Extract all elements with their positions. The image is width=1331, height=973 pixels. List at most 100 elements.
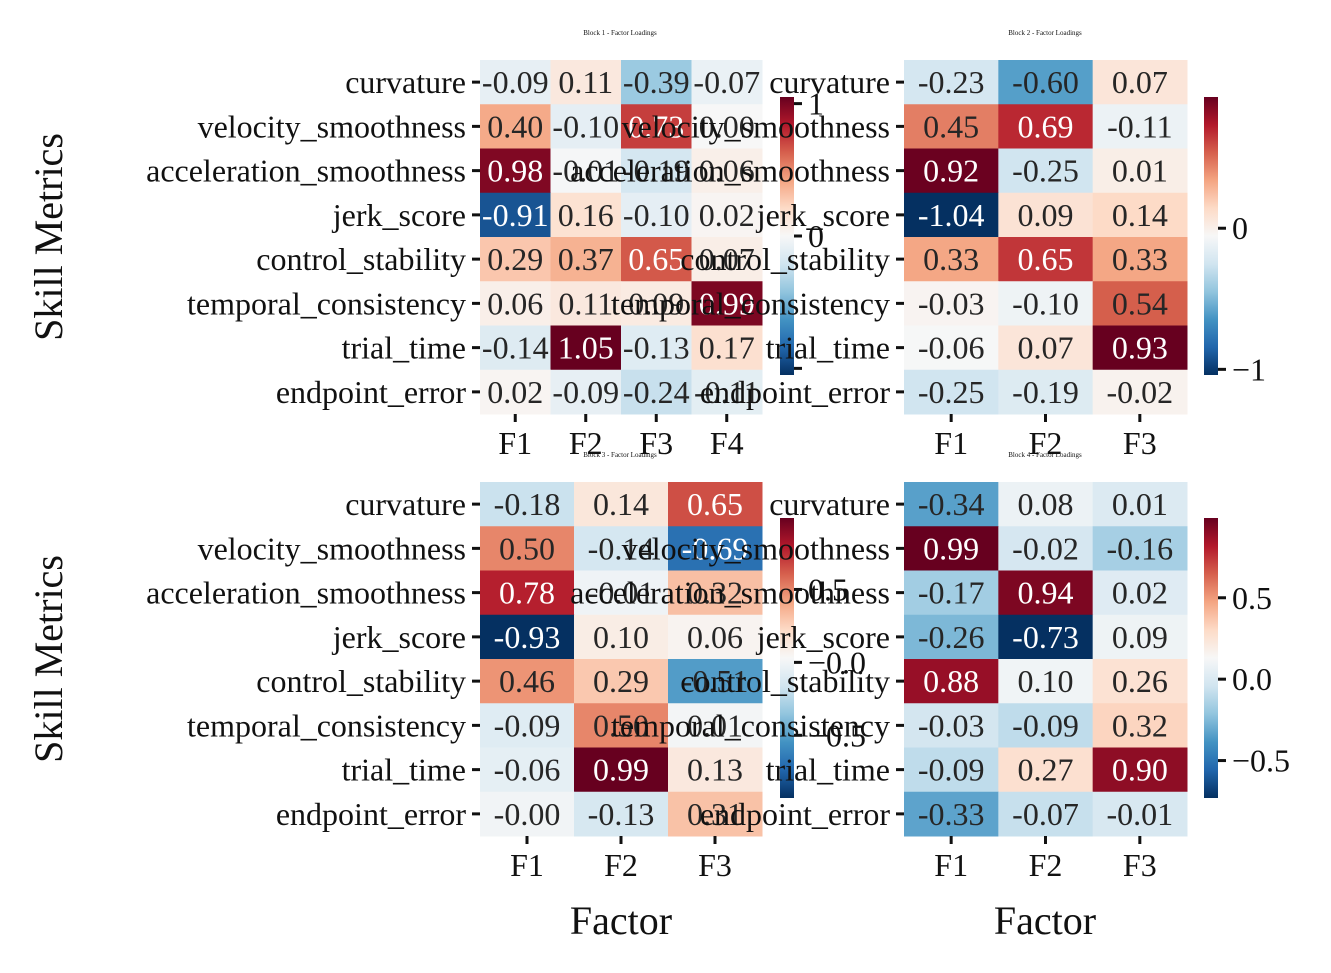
row-label: endpoint_error bbox=[276, 796, 467, 832]
row-label: temporal_consistency bbox=[187, 707, 466, 743]
cell-value-label: -1.04 bbox=[918, 197, 985, 233]
heatmap-cell bbox=[480, 747, 575, 793]
heatmap-cell bbox=[480, 791, 575, 837]
cell-value-label: -0.93 bbox=[494, 619, 561, 655]
row-label: trial_time bbox=[766, 752, 890, 788]
row-label: control_stability bbox=[680, 241, 890, 277]
cell-value-label: 0.14 bbox=[593, 486, 649, 522]
heatmap-cell bbox=[574, 703, 669, 748]
cell-value-label: 0.02 bbox=[699, 197, 755, 233]
cell-value-label: -0.17 bbox=[918, 575, 985, 611]
cell-value-label: 0.01 bbox=[687, 707, 743, 743]
heatmap-cell bbox=[480, 570, 575, 616]
heatmap-cell bbox=[998, 482, 1094, 527]
colorbar-tick-label: −0.5 bbox=[808, 717, 866, 753]
heatmap-cell bbox=[480, 237, 551, 282]
cell-value-label: -0.13 bbox=[623, 330, 690, 366]
cell-value-label: -0.09 bbox=[552, 374, 619, 410]
cell-value-label: 0.27 bbox=[1018, 752, 1074, 788]
heatmap-cell bbox=[480, 281, 551, 326]
heatmap-cell bbox=[998, 192, 1094, 238]
cell-value-label: 0.32 bbox=[1112, 707, 1168, 743]
colorbar-tick-label: 0.5 bbox=[1232, 580, 1272, 616]
heatmap-cell bbox=[904, 281, 999, 326]
heatmap-cell bbox=[574, 614, 669, 660]
heatmap-cell bbox=[668, 482, 763, 527]
cell-value-label: 0.14 bbox=[1112, 197, 1168, 233]
row-label: acceleration_smoothness bbox=[570, 575, 890, 611]
cell-value-label: -0.13 bbox=[588, 796, 655, 832]
colorbar-tick-label: −0.5 bbox=[1232, 743, 1290, 779]
cell-value-label: -0.11 bbox=[1107, 108, 1172, 144]
heatmap-cell bbox=[1092, 148, 1188, 194]
cell-value-label: -0.14 bbox=[482, 330, 549, 366]
cell-value-label: -0.69 bbox=[682, 530, 749, 566]
heatmap-cell bbox=[480, 703, 575, 748]
heatmap-cell bbox=[691, 104, 763, 149]
cell-value-label: 0.26 bbox=[1112, 663, 1168, 699]
heatmap-cell bbox=[1092, 747, 1188, 793]
cell-value-label: -0.19 bbox=[623, 153, 690, 189]
cell-value-label: 0.88 bbox=[923, 663, 979, 699]
heatmap-cell bbox=[480, 192, 551, 238]
cell-value-label: 0.07 bbox=[1018, 330, 1074, 366]
cell-value-label: 0.46 bbox=[499, 663, 555, 699]
heatmap-cell bbox=[904, 104, 999, 149]
cell-value-label: -0.03 bbox=[918, 285, 985, 321]
cell-value-label: -0.06 bbox=[494, 752, 561, 788]
row-label: jerk_score bbox=[756, 619, 890, 655]
heatmap-cell bbox=[574, 791, 669, 837]
heatmap-cell bbox=[550, 325, 622, 371]
heatmap-cell bbox=[621, 192, 692, 238]
heatmap-cell bbox=[691, 325, 763, 371]
cell-value-label: 0.08 bbox=[1018, 486, 1074, 522]
x-axis-title: Factor bbox=[994, 898, 1096, 943]
row-label: endpoint_error bbox=[276, 374, 467, 410]
heatmap-cell bbox=[691, 60, 763, 105]
heatmap-cell bbox=[550, 369, 622, 415]
cell-value-label: -0.14 bbox=[588, 530, 655, 566]
heatmap-cell bbox=[621, 369, 692, 415]
heatmap-cell bbox=[1092, 791, 1188, 837]
cell-value-label: 0.07 bbox=[699, 241, 755, 277]
colorbar bbox=[780, 518, 794, 798]
cell-value-label: 0.29 bbox=[593, 663, 649, 699]
heatmap-cell bbox=[550, 237, 622, 282]
cell-value-label: -0.01 bbox=[552, 153, 619, 189]
row-label: curvature bbox=[345, 64, 466, 100]
cell-value-label: -0.33 bbox=[918, 796, 985, 832]
cell-value-label: -0.25 bbox=[918, 374, 985, 410]
row-label: acceleration_smoothness bbox=[570, 153, 890, 189]
heatmap-cell bbox=[904, 570, 999, 616]
heatmap-cell bbox=[621, 325, 692, 371]
heatmap-cell bbox=[550, 60, 622, 105]
panel-title: Block 2 - Factor Loadings bbox=[1008, 29, 1082, 37]
cell-value-label: 0.11 bbox=[558, 285, 613, 321]
heatmap-cell bbox=[1092, 281, 1188, 326]
heatmap-cell bbox=[998, 325, 1094, 371]
heatmap-cell bbox=[1092, 325, 1188, 371]
cell-value-label: 0.02 bbox=[487, 374, 543, 410]
cell-value-label: 0.16 bbox=[558, 197, 614, 233]
heatmap-cell bbox=[668, 659, 763, 704]
cell-value-label: 0.65 bbox=[628, 241, 684, 277]
column-label: F2 bbox=[569, 425, 603, 461]
row-label: velocity_smoothness bbox=[622, 108, 890, 144]
heatmap-cell bbox=[668, 614, 763, 660]
panel-title: Block 3 - Factor Loadings bbox=[583, 451, 657, 459]
cell-value-label: 0.90 bbox=[1112, 752, 1168, 788]
row-label: control_stability bbox=[256, 241, 466, 277]
cell-value-label: 0.45 bbox=[923, 108, 979, 144]
heatmap-cell bbox=[998, 614, 1094, 660]
heatmap-cell bbox=[1092, 192, 1188, 238]
cell-value-label: -0.18 bbox=[494, 486, 561, 522]
heatmap-cell bbox=[621, 148, 692, 194]
cell-value-label: 0.40 bbox=[487, 108, 543, 144]
heatmap-cell bbox=[998, 659, 1094, 704]
heatmap-cell bbox=[574, 526, 669, 571]
row-label: velocity_smoothness bbox=[198, 530, 466, 566]
cell-value-label: 1.05 bbox=[558, 330, 614, 366]
cell-value-label: 0.01 bbox=[1112, 486, 1168, 522]
column-label: F3 bbox=[1123, 425, 1157, 461]
